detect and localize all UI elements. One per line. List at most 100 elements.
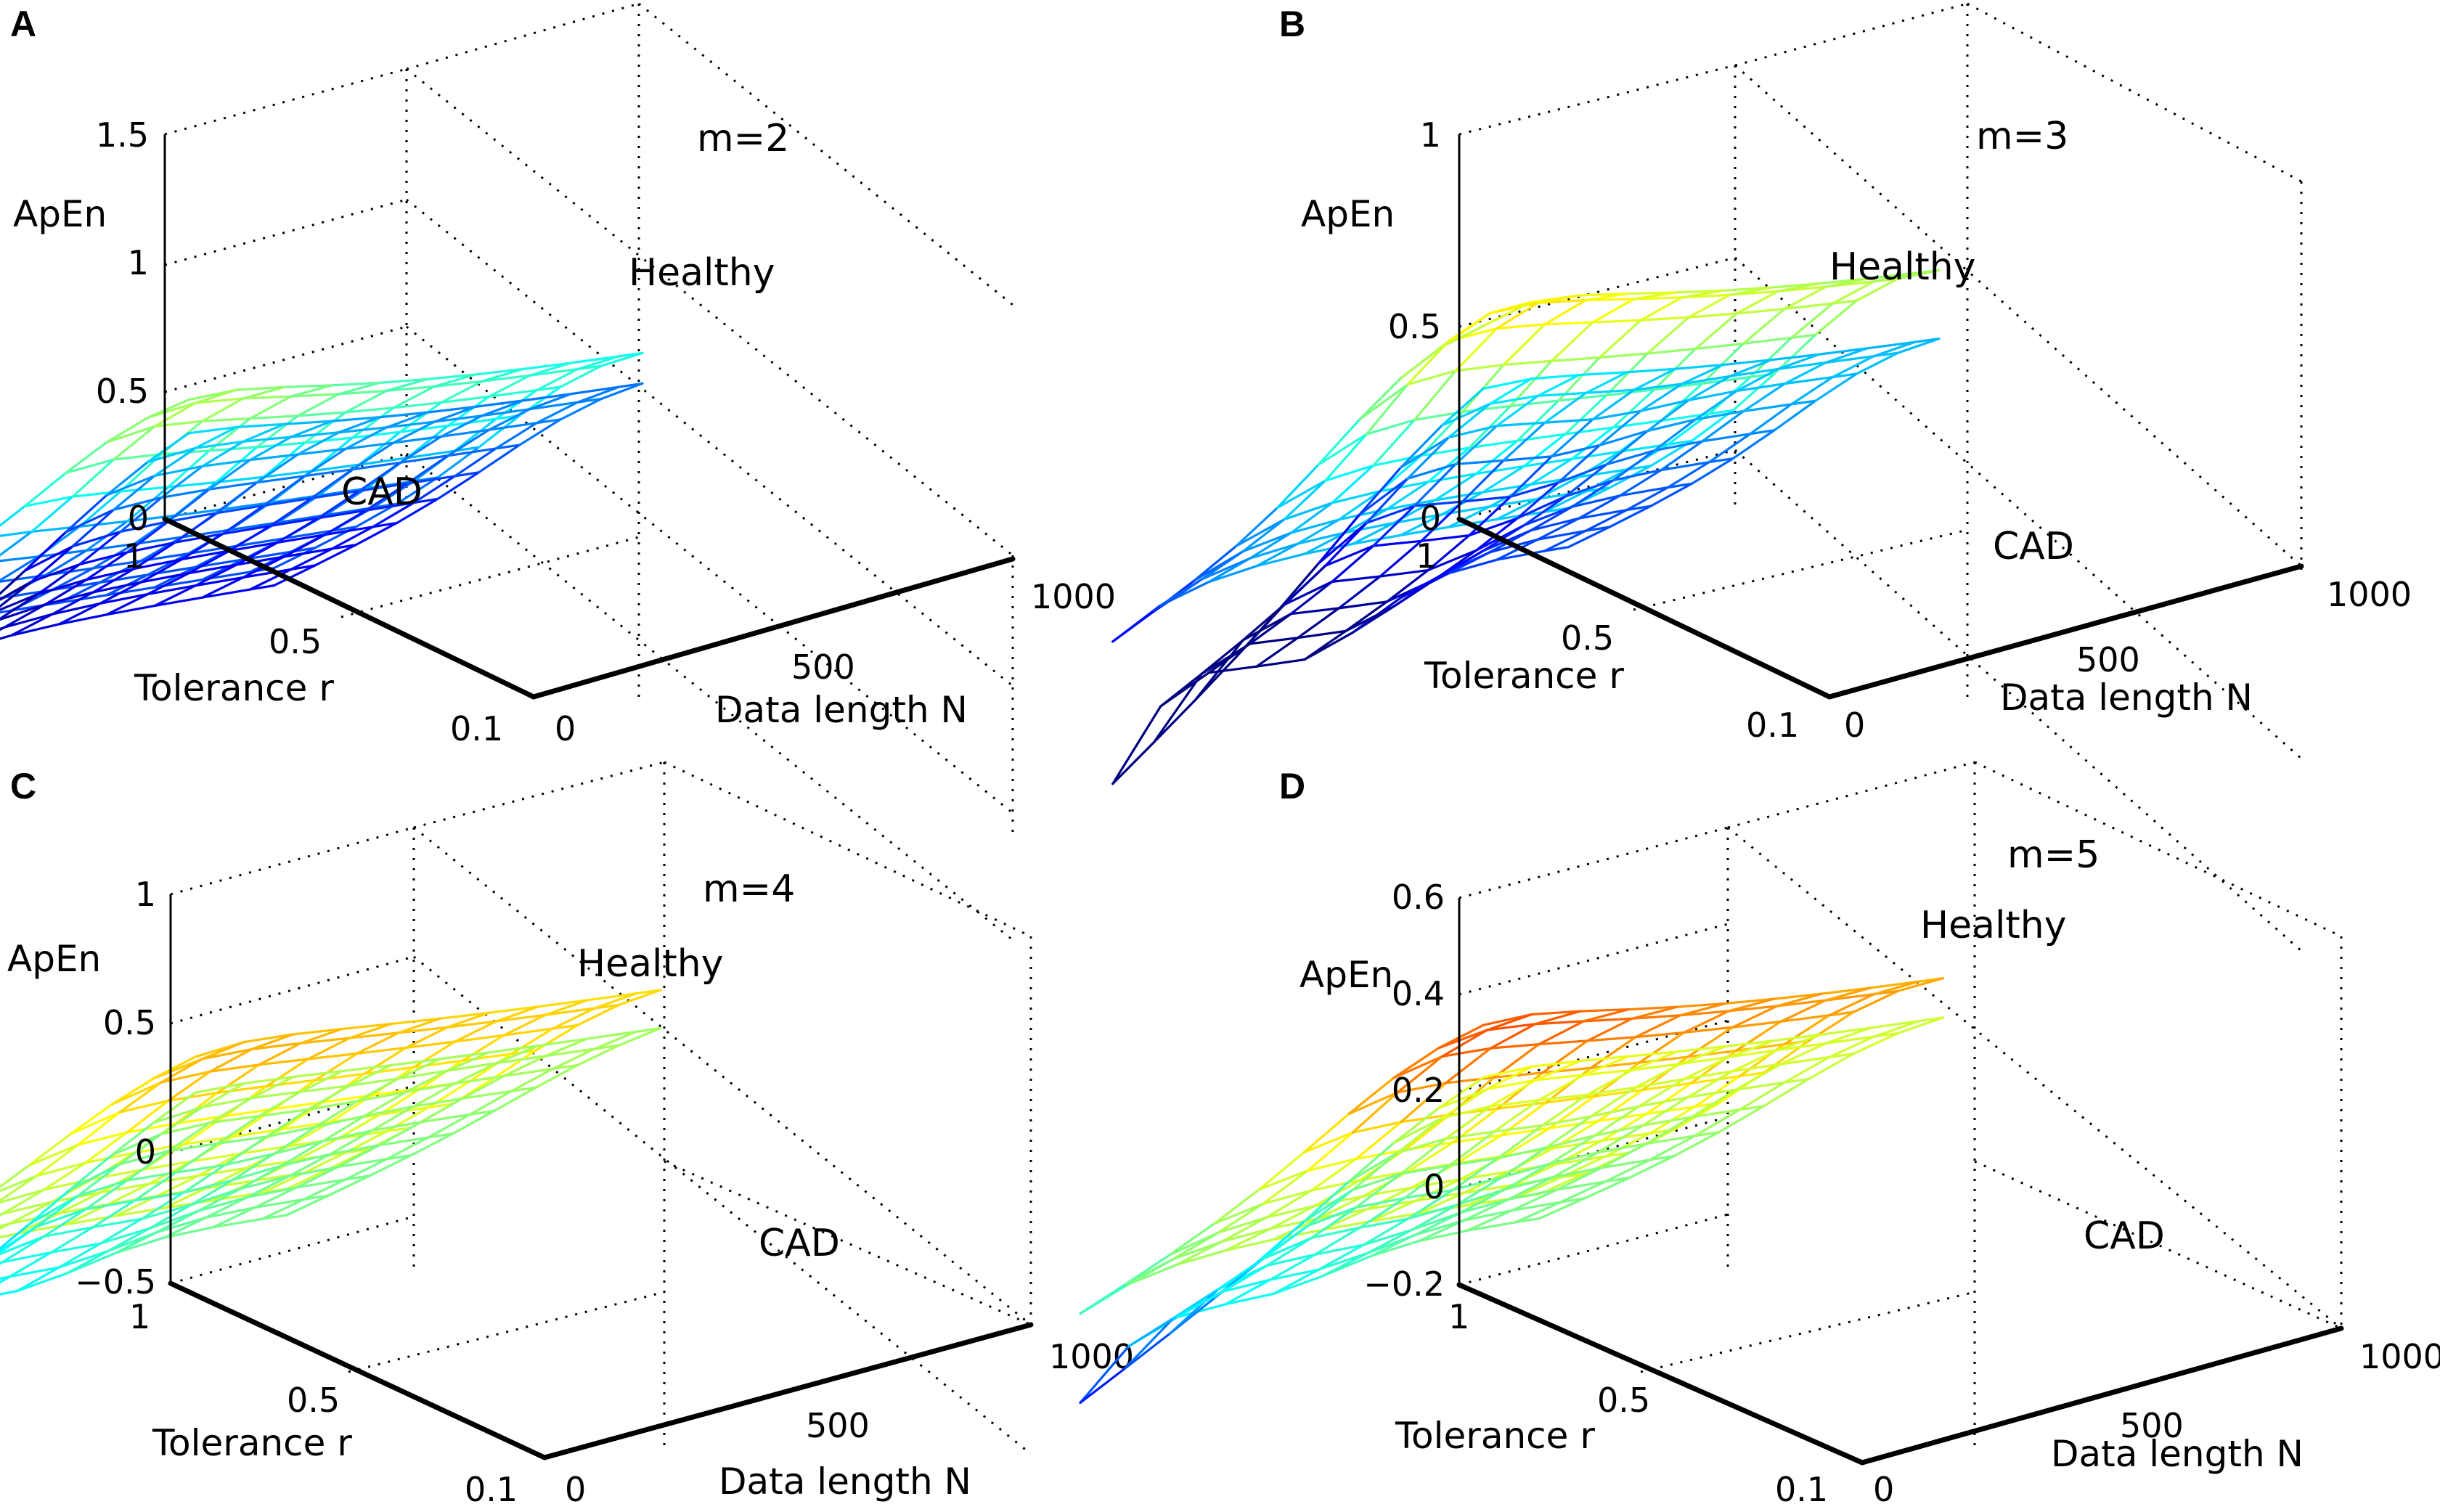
mesh-line — [1355, 1121, 1403, 1161]
mesh-line — [1653, 418, 1697, 452]
mesh-line — [1485, 1079, 1537, 1091]
mesh-line — [261, 1172, 306, 1194]
mesh-line — [1638, 1031, 1686, 1064]
mesh-line — [363, 1105, 415, 1118]
mesh-line — [1701, 409, 1745, 443]
mesh-line — [85, 542, 136, 552]
mesh-line — [1872, 271, 1917, 283]
mesh-line — [1440, 402, 1492, 427]
mesh-line — [363, 1046, 407, 1075]
mesh-line — [1681, 289, 1725, 299]
mesh-line — [153, 565, 197, 589]
mesh-line — [368, 1153, 413, 1177]
mesh-line — [1550, 356, 1601, 363]
mesh-line — [1694, 312, 1738, 351]
mesh-line — [1458, 1188, 1506, 1214]
mesh-line — [1297, 531, 1347, 545]
mesh-line — [1241, 531, 1292, 553]
mesh-line — [529, 367, 579, 377]
mesh-line — [44, 549, 88, 577]
mesh-line — [163, 1198, 215, 1209]
mesh-line — [242, 436, 293, 443]
mesh-line — [1358, 477, 1409, 516]
mesh-line — [1262, 1225, 1310, 1260]
mesh-line — [1462, 1198, 1510, 1222]
mesh-line — [1258, 1169, 1310, 1191]
mesh-line — [1783, 361, 1827, 385]
mesh-line — [1707, 457, 1734, 464]
mesh-line — [146, 432, 190, 464]
mesh-line — [0, 580, 33, 608]
mesh-line — [324, 487, 367, 517]
mesh-line — [1331, 544, 1375, 583]
mesh-line — [390, 1017, 441, 1026]
mesh-line — [1392, 1116, 1444, 1145]
mesh-line — [0, 603, 47, 621]
mesh-line — [112, 496, 163, 511]
mesh-line — [187, 425, 238, 435]
mesh-line — [1683, 1010, 1731, 1034]
mesh-line — [1447, 551, 1491, 575]
panel-c-m-annotation: m=4 — [703, 867, 795, 911]
mesh-line — [344, 1158, 388, 1181]
mesh-line — [1545, 1115, 1593, 1149]
mesh-line — [1731, 1063, 1782, 1073]
mesh-line — [1618, 486, 1670, 497]
mesh-line — [433, 405, 477, 423]
mesh-line — [1200, 550, 1244, 581]
mesh-line — [310, 463, 361, 473]
mesh-line — [1828, 1035, 1875, 1059]
mesh-line — [1605, 352, 1649, 397]
mesh-line — [399, 401, 443, 433]
mesh-line — [167, 1142, 219, 1153]
mesh-line — [99, 592, 150, 605]
mesh-line — [1392, 513, 1443, 525]
panel-d-r-tick-label: 0.1 — [1775, 1470, 1828, 1509]
mesh-line — [322, 1114, 366, 1143]
mesh-line — [576, 1044, 621, 1067]
mesh-line — [1570, 494, 1622, 508]
mesh-line — [16, 1266, 60, 1293]
mesh-line — [50, 1226, 94, 1254]
mesh-line — [385, 377, 429, 392]
mesh-line — [1831, 355, 1875, 379]
mesh-line — [23, 495, 74, 507]
mesh-line — [1639, 399, 1690, 412]
mesh-line — [1269, 1217, 1320, 1230]
mesh-line — [1172, 1288, 1220, 1320]
mesh-line — [16, 1272, 68, 1293]
mesh-line — [85, 567, 136, 581]
mesh-line — [1496, 1101, 1548, 1110]
mesh-line — [1, 1188, 46, 1215]
panel-a-n-tick-label: 500 — [791, 647, 855, 687]
mesh-line — [1530, 1010, 1582, 1016]
mesh-line — [0, 580, 33, 601]
mesh-line — [1897, 977, 1944, 992]
mesh-line — [146, 446, 197, 464]
mesh-line — [1638, 1077, 1686, 1108]
mesh-line — [1272, 1275, 1323, 1295]
mesh-line — [1852, 1031, 1900, 1055]
mesh-line — [235, 422, 286, 429]
mesh-line — [201, 397, 245, 422]
mesh-line — [1302, 1112, 1350, 1153]
mesh-line — [487, 374, 531, 398]
mesh-line — [201, 588, 252, 599]
panel-c-r-axis — [168, 1280, 547, 1460]
mesh-line — [1289, 518, 1340, 534]
mesh-line — [1440, 387, 1485, 427]
mesh-line — [338, 416, 381, 434]
mesh-line — [1124, 1254, 1172, 1286]
mesh-line — [1399, 526, 1450, 536]
mesh-line — [0, 592, 40, 621]
mesh-line — [204, 1179, 256, 1190]
mesh-line — [194, 397, 245, 404]
mesh-line — [1790, 375, 1834, 406]
mesh-line — [1790, 399, 1817, 406]
panel-b-r-tick-label: 1 — [1416, 536, 1437, 576]
mesh-line — [71, 508, 115, 548]
mesh-line — [99, 1217, 144, 1245]
mesh-line — [1618, 468, 1662, 497]
mesh-line — [296, 393, 340, 417]
